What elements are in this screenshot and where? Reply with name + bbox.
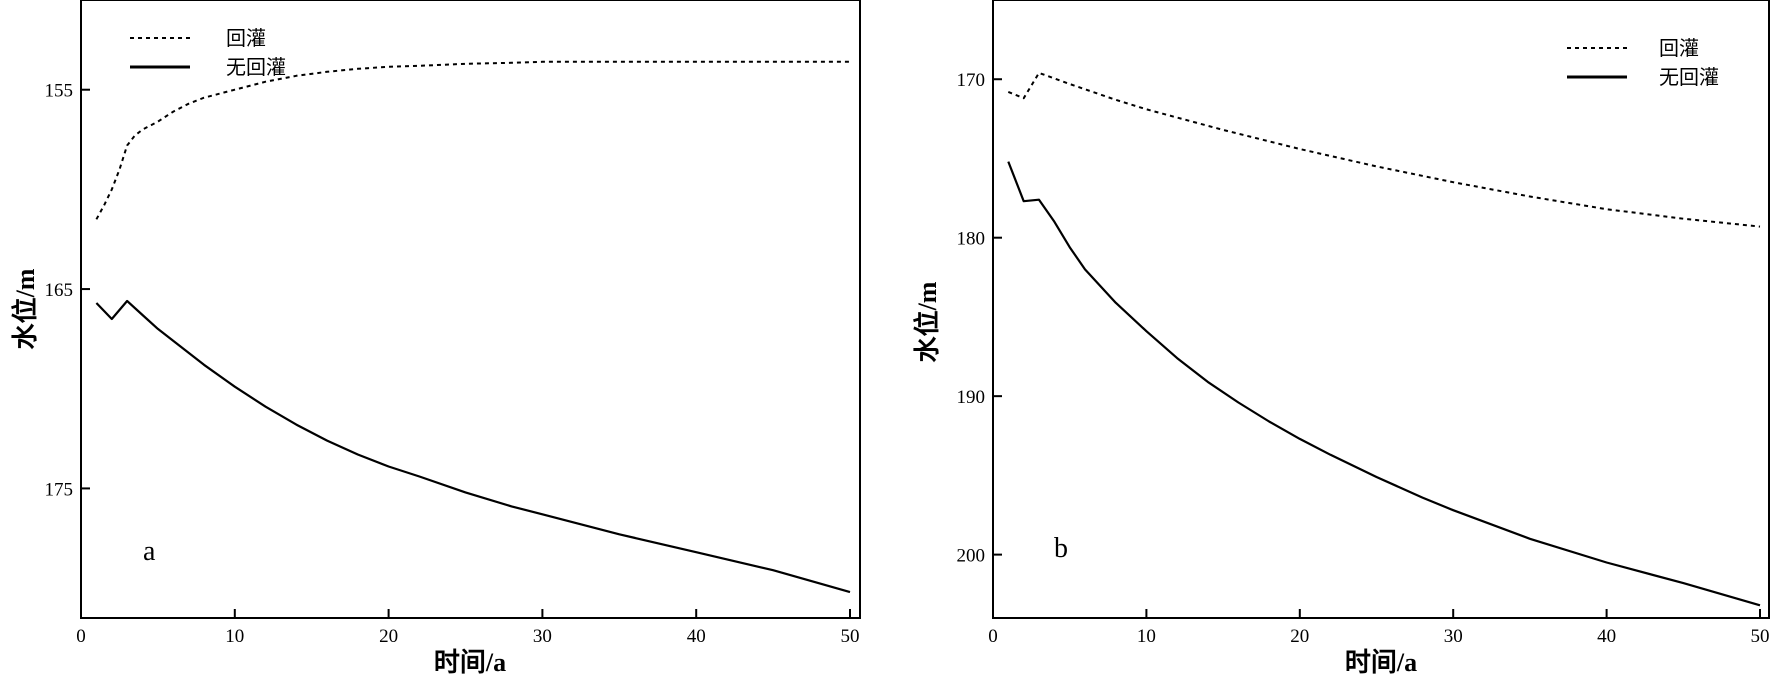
x-tick-group: 0 10 20 30 40 50 bbox=[76, 609, 860, 647]
x-axis-title: 时间/a bbox=[434, 648, 506, 677]
legend: 回灌 无回灌 bbox=[1567, 37, 1719, 89]
legend-label-no-recharge: 无回灌 bbox=[226, 56, 286, 79]
x-tick-label: 20 bbox=[1290, 626, 1309, 647]
y-tick-group: 155 165 175 bbox=[45, 81, 90, 500]
x-tick-label: 10 bbox=[225, 626, 244, 647]
panel-a: 155 165 175 0 10 20 30 40 50 回灌 无回灌 a 水位/m 时间/a bbox=[10, 0, 861, 677]
legend-label-recharge: 回灌 bbox=[1659, 37, 1699, 60]
y-tick-label: 175 bbox=[45, 479, 74, 500]
y-tick-label: 200 bbox=[957, 546, 986, 567]
plot-frame bbox=[80, 0, 861, 619]
series-line-recharge bbox=[1007, 71, 1761, 228]
x-tick-label: 0 bbox=[76, 626, 86, 647]
x-tick-label: 20 bbox=[379, 626, 398, 647]
series-lines bbox=[95, 60, 851, 594]
x-tick-label: 30 bbox=[1444, 626, 1463, 647]
series-line-recharge bbox=[95, 60, 850, 220]
y-tick-label: 170 bbox=[957, 70, 986, 91]
x-tick-label: 30 bbox=[533, 626, 552, 647]
x-tick-label: 40 bbox=[687, 626, 706, 647]
y-tick-label: 165 bbox=[45, 280, 74, 301]
series-lines bbox=[1007, 71, 1761, 607]
panel-b: 170 180 190 200 0 10 20 30 40 50 回灌 无回灌 b 水位/m 时… bbox=[912, 0, 1770, 677]
y-tick-group: 170 180 190 200 bbox=[957, 70, 1002, 567]
y-axis-title: 水位/m bbox=[10, 268, 40, 349]
y-tick-label: 190 bbox=[957, 387, 986, 408]
x-tick-label: 0 bbox=[988, 626, 998, 647]
x-tick-label: 50 bbox=[841, 626, 860, 647]
legend-label-no-recharge: 无回灌 bbox=[1659, 66, 1719, 89]
x-tick-label: 50 bbox=[1751, 626, 1770, 647]
series-line-no-recharge bbox=[95, 299, 851, 594]
x-tick-group: 0 10 20 30 40 50 bbox=[988, 609, 1770, 647]
panel-label: a bbox=[143, 536, 156, 567]
x-axis-title: 时间/a bbox=[1345, 648, 1417, 677]
y-tick-label: 180 bbox=[957, 229, 986, 250]
panel-label: b bbox=[1054, 533, 1068, 564]
legend-label-recharge: 回灌 bbox=[226, 27, 266, 50]
y-axis-title: 水位/m bbox=[912, 281, 942, 362]
x-tick-label: 40 bbox=[1597, 626, 1616, 647]
legend: 回灌 无回灌 bbox=[130, 27, 286, 79]
y-tick-label: 155 bbox=[45, 81, 74, 102]
plot-frame bbox=[992, 0, 1770, 619]
series-line-no-recharge bbox=[1007, 161, 1761, 607]
x-tick-label: 10 bbox=[1137, 626, 1156, 647]
